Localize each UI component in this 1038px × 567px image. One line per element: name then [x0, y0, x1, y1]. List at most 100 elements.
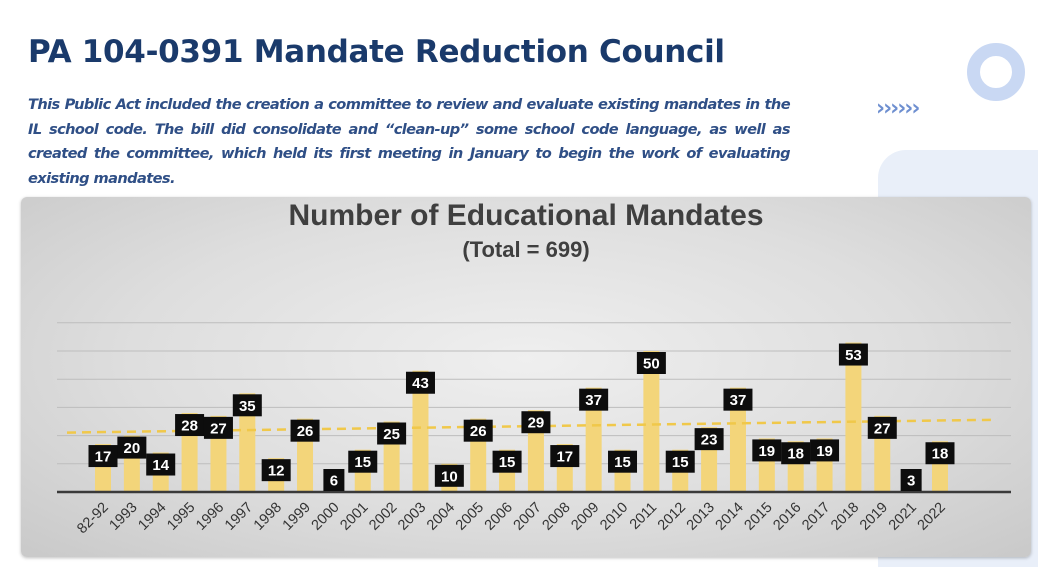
data-label-box [434, 464, 464, 487]
data-label-box [232, 394, 262, 417]
data-label: 26 [470, 423, 487, 440]
chart-subtitle: (Total = 699) [462, 237, 590, 262]
data-label-box [636, 352, 666, 374]
data-label-box [608, 450, 638, 473]
x-tick-label: 2000 [309, 500, 343, 534]
data-label: 15 [672, 454, 689, 471]
data-label-box [261, 459, 291, 482]
data-label: 15 [499, 454, 516, 471]
data-label: 50 [643, 356, 660, 373]
x-tick-label: 2001 [337, 500, 371, 534]
x-tick-label: 2014 [713, 500, 747, 534]
x-tick-label: 2012 [655, 500, 689, 534]
x-tick-label: 2006 [482, 500, 516, 534]
data-label: 17 [95, 449, 112, 466]
data-label: 23 [701, 432, 718, 449]
data-label: 29 [528, 415, 545, 432]
data-label: 27 [210, 420, 227, 437]
bar [643, 351, 660, 492]
data-label: 12 [268, 463, 285, 480]
x-tick-label: 1999 [280, 500, 314, 534]
bar [412, 370, 429, 492]
data-label: 20 [124, 440, 141, 457]
data-label: 43 [412, 375, 429, 392]
data-label-box [781, 442, 811, 465]
x-tick-label: 82-92 [74, 500, 112, 538]
data-label: 37 [730, 392, 747, 409]
x-tick-label: 2015 [742, 500, 776, 534]
data-label-box [665, 450, 695, 473]
x-tick-label: 2010 [597, 500, 631, 534]
data-label-box [323, 469, 345, 491]
bar [729, 387, 746, 492]
data-label-box [694, 428, 724, 451]
data-label: 15 [354, 454, 371, 471]
chevron-arrows-icon: ›››››› [876, 96, 920, 121]
data-label: 6 [330, 473, 338, 490]
x-tick-label: 2005 [453, 500, 487, 534]
data-label: 53 [845, 347, 862, 364]
bar [845, 342, 862, 492]
data-label: 18 [932, 446, 949, 463]
x-tick-label: 1996 [193, 500, 227, 534]
x-tick-label: 2003 [395, 500, 429, 534]
data-label-box [810, 439, 840, 462]
x-tick-label: 2009 [568, 500, 602, 534]
data-label-box [838, 343, 868, 366]
x-tick-label: 2022 [915, 500, 949, 534]
data-label: 3 [907, 473, 915, 490]
data-label-box [752, 439, 782, 462]
data-label-box [867, 416, 897, 439]
data-label-box [723, 388, 753, 411]
x-tick-label: 2018 [828, 500, 862, 534]
data-label: 27 [874, 420, 891, 437]
x-tick-label: 2021 [886, 500, 920, 534]
data-label-box [900, 469, 922, 491]
slide-description: This Public Act included the creation a … [28, 96, 791, 187]
decorative-ring [967, 43, 1025, 101]
x-tick-label: 2004 [424, 500, 458, 534]
x-tick-label: 1998 [251, 500, 285, 534]
x-tick-label: 1993 [107, 500, 141, 534]
data-label-box [463, 419, 493, 442]
x-tick-label: 1995 [164, 500, 198, 534]
data-label: 26 [297, 423, 314, 440]
x-tick-label: 2011 [627, 500, 660, 533]
chart-title: Number of Educational Mandates [288, 199, 764, 232]
data-label-box [405, 371, 435, 394]
data-label-box [925, 442, 955, 465]
x-tick-label: 2013 [684, 500, 718, 534]
data-label: 19 [758, 443, 775, 460]
data-label-box [290, 419, 320, 442]
data-label: 15 [614, 454, 631, 471]
bar [239, 393, 256, 492]
data-label: 18 [787, 446, 804, 463]
data-label: 25 [383, 426, 400, 443]
data-label: 28 [181, 418, 198, 435]
data-label-box [579, 388, 609, 411]
x-tick-label: 2016 [770, 500, 804, 534]
data-label: 10 [441, 468, 458, 485]
data-label-box [175, 414, 205, 437]
data-label-box [203, 416, 233, 439]
data-label: 19 [816, 443, 833, 460]
data-label-box [117, 436, 147, 459]
x-tick-label: 2007 [511, 500, 545, 534]
data-label: 17 [556, 449, 573, 466]
x-tick-label: 2008 [539, 500, 573, 534]
data-label: 37 [585, 392, 602, 409]
bar [585, 387, 602, 492]
data-label: 14 [152, 457, 169, 474]
x-tick-label: 2019 [857, 500, 891, 534]
data-label-box [550, 445, 580, 468]
x-tick-label: 2017 [799, 500, 833, 534]
data-label-box [521, 411, 551, 434]
chart-frame: Number of Educational Mandates (Total = … [21, 197, 1031, 557]
data-label-box [377, 422, 407, 445]
slide-title: PA 104-0391 Mandate Reduction Council [28, 34, 725, 70]
x-tick-label: 2002 [366, 500, 400, 534]
data-label-box [348, 450, 378, 473]
x-tick-label: 1997 [222, 500, 256, 534]
data-label: 35 [239, 398, 256, 415]
